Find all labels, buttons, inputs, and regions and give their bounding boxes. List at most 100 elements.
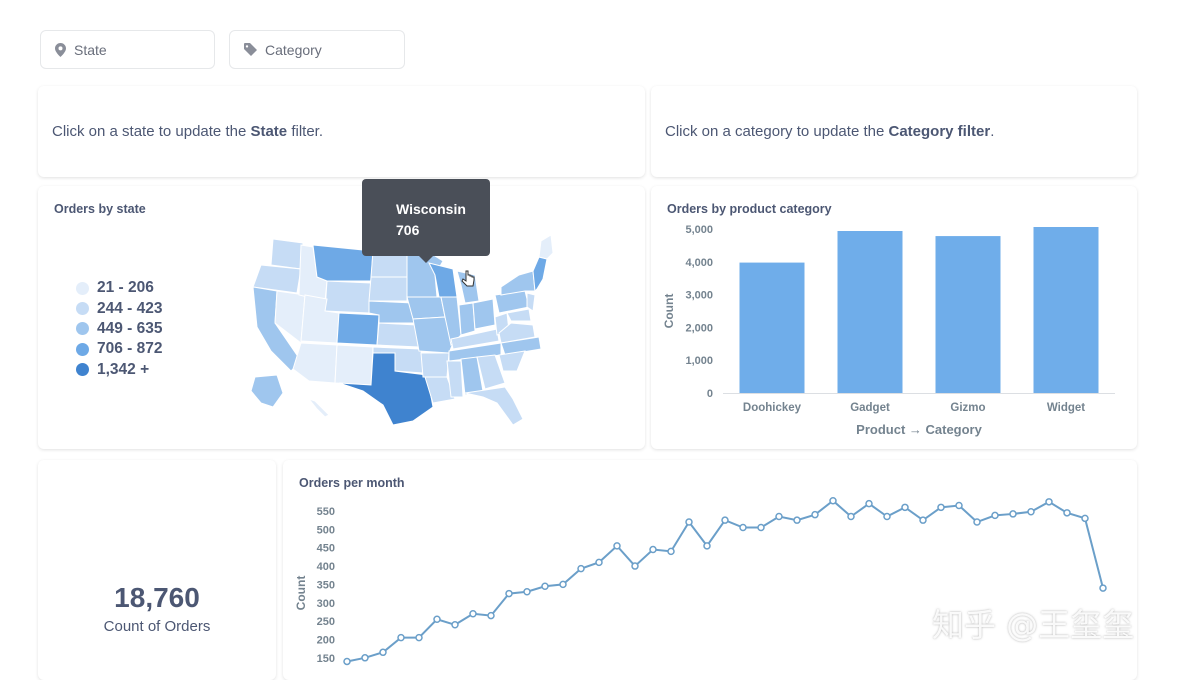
state-washington[interactable]: [270, 238, 304, 270]
data-point: [991, 511, 999, 520]
data-point: [757, 523, 765, 532]
y-tick-label: 1,000: [685, 355, 713, 367]
state-georgia[interactable]: [476, 354, 506, 390]
state-south-carolina[interactable]: [498, 350, 526, 372]
state-kentucky[interactable]: [450, 328, 500, 350]
data-point: [469, 610, 477, 618]
x-tick-label: Gadget: [850, 402, 890, 414]
state-ohio[interactable]: [472, 298, 496, 330]
y-tick-label: 400: [317, 561, 335, 573]
data-point: [505, 589, 513, 598]
state-florida[interactable]: [464, 386, 524, 426]
orders-by-category-card: Orders by product category 0 1,000 2,000 3,…: [651, 186, 1137, 449]
state-kansas[interactable]: [376, 322, 420, 348]
state-mississippi[interactable]: [446, 360, 464, 398]
category-instruction-text: Click on a category to update the Catego…: [665, 123, 995, 140]
data-point: [1099, 584, 1107, 592]
y-axis-label: Count: [294, 576, 308, 611]
us-map[interactable]: [243, 231, 553, 426]
data-point: [775, 512, 783, 521]
map-card-title: Orders by state: [54, 202, 146, 216]
state-arizona[interactable]: [292, 342, 338, 384]
data-point: [937, 503, 945, 512]
state-maryland[interactable]: [506, 308, 532, 322]
data-point: [865, 499, 873, 508]
state-new-mexico[interactable]: [334, 344, 374, 386]
data-point: [829, 496, 837, 505]
y-tick-label: 0: [707, 388, 713, 400]
state-south-dakota[interactable]: [368, 276, 408, 302]
data-point: [595, 558, 603, 567]
y-tick-label: 450: [317, 543, 335, 555]
data-point: [1009, 510, 1017, 518]
legend-dot: [76, 281, 89, 295]
state-new-jersey[interactable]: [526, 292, 536, 312]
data-point: [703, 542, 711, 550]
data-point: [379, 648, 387, 657]
state-alaska[interactable]: [250, 374, 284, 408]
state-filter[interactable]: State: [40, 30, 215, 69]
bar-chart: 0 1,000 2,000 3,000 4,000 5,000 Doohickey Gadge…: [662, 224, 1115, 437]
state-maine[interactable]: [538, 234, 553, 260]
state-texas[interactable]: [338, 352, 434, 426]
data-point: [1081, 514, 1089, 523]
state-instruction-card: Click on a state to update the State fil…: [38, 86, 645, 177]
data-point: [847, 512, 855, 521]
state-missouri[interactable]: [412, 316, 454, 354]
legend-dot: [76, 302, 89, 316]
map-tooltip: Wisconsin 706: [362, 179, 490, 256]
data-point: [1045, 498, 1053, 506]
category-filter[interactable]: Category: [229, 30, 405, 69]
y-tick-label: 350: [317, 579, 335, 591]
x-tick-label: Gizmo: [950, 402, 985, 414]
data-point: [361, 654, 369, 662]
pointer-cursor-icon: [461, 270, 475, 287]
y-tick-label: 2,000: [685, 322, 713, 334]
category-instruction-card: Click on a category to update the Catego…: [651, 86, 1137, 177]
legend-item: 21 - 206: [76, 278, 163, 298]
y-tick-label: 3,000: [685, 290, 713, 302]
state-new-york[interactable]: [500, 270, 536, 296]
state-virginia[interactable]: [498, 322, 536, 344]
data-point: [343, 657, 351, 666]
state-north-carolina[interactable]: [500, 336, 542, 356]
state-new-england[interactable]: [532, 256, 548, 293]
state-filter-label: State: [74, 41, 107, 58]
state-hawaii[interactable]: [307, 397, 330, 418]
data-point: [487, 611, 495, 620]
state-indiana[interactable]: [458, 302, 476, 336]
state-wyoming[interactable]: [324, 280, 372, 314]
state-iowa[interactable]: [406, 296, 446, 320]
state-louisiana[interactable]: [424, 376, 456, 404]
data-point: [649, 545, 657, 554]
bar: [1033, 226, 1099, 393]
x-axis-label: Product → Category: [856, 422, 982, 437]
line-chart: 150 200 250 300 350 400 450 500 550 Count: [294, 496, 1107, 666]
data-point: [973, 518, 981, 526]
y-tick-label: 550: [317, 506, 335, 518]
data-point: [523, 587, 531, 596]
data-point: [541, 582, 549, 590]
data-point: [721, 516, 729, 524]
legend-item: 449 - 635: [76, 319, 163, 339]
state-arkansas[interactable]: [420, 352, 450, 378]
state-oregon[interactable]: [252, 264, 302, 294]
map-legend: 21 - 206 244 - 423 449 - 635 706 - 872 1…: [76, 278, 163, 380]
legend-item: 244 - 423: [76, 298, 163, 318]
x-tick-label: Widget: [1047, 402, 1085, 414]
data-point: [1027, 507, 1035, 516]
data-point: [559, 580, 567, 589]
tooltip-value: 706: [396, 222, 420, 238]
x-tick-label: Doohickey: [743, 402, 802, 414]
state-colorado[interactable]: [336, 312, 380, 346]
data-point: [415, 633, 423, 642]
bar-chart-title: Orders by product category: [667, 202, 832, 216]
y-tick-label: 200: [317, 634, 335, 646]
tooltip-state-name: Wisconsin: [396, 201, 466, 217]
count-of-orders-card: 18,760 Count of Orders: [38, 460, 276, 680]
data-point: [397, 633, 405, 642]
data-point: [613, 542, 621, 550]
y-axis-label: Count: [662, 294, 676, 329]
tag-icon: [244, 43, 257, 56]
scalar-label: Count of Orders: [103, 618, 211, 635]
